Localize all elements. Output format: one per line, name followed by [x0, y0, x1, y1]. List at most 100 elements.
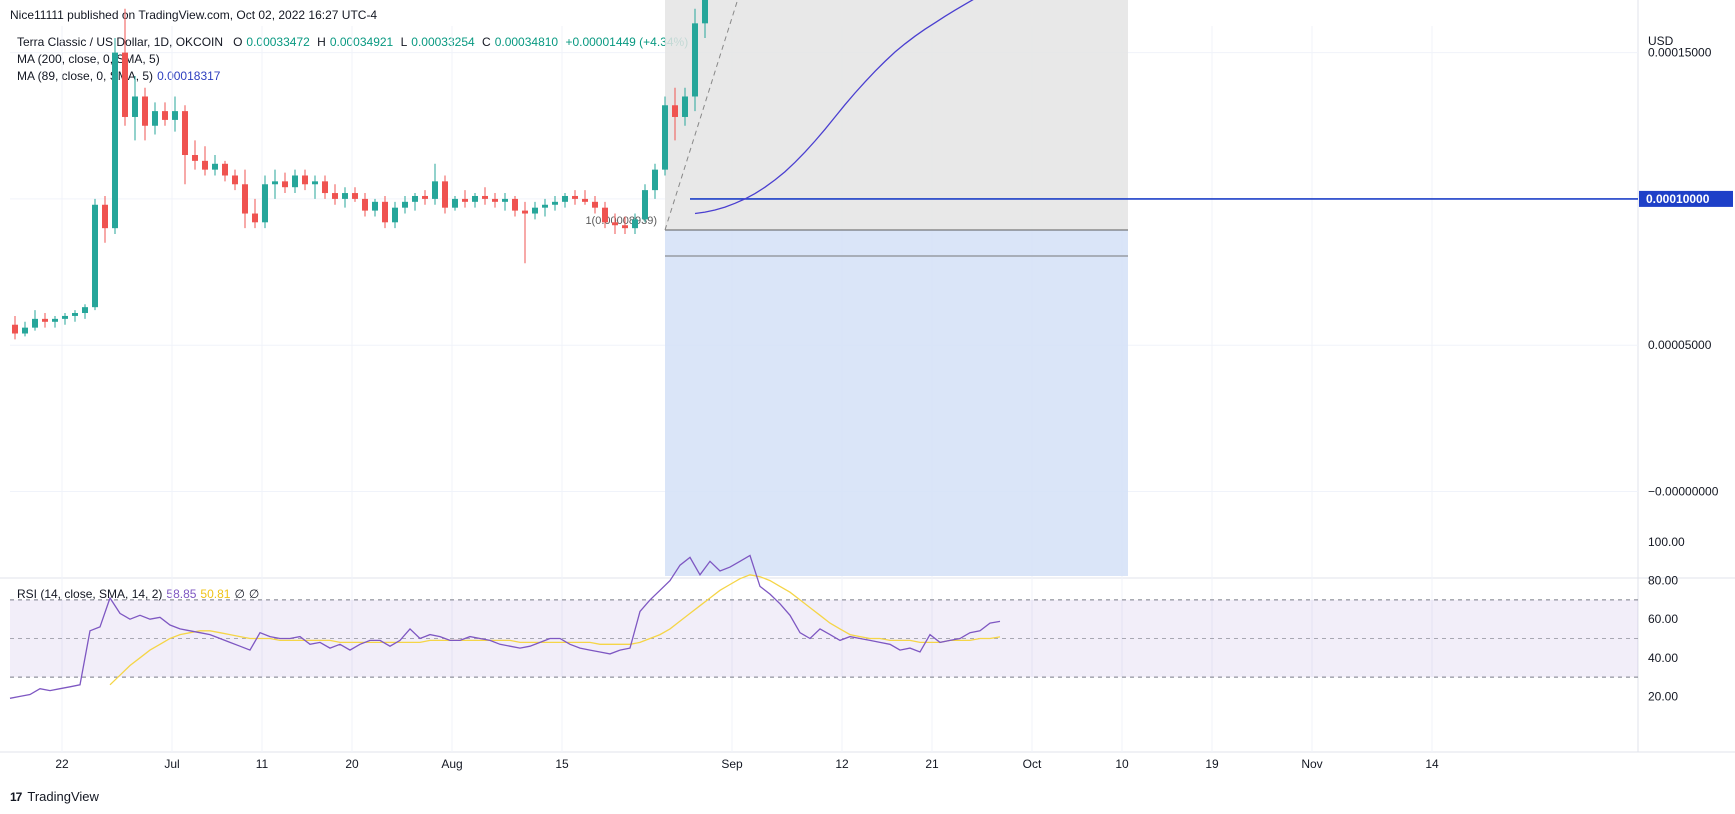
- candle-body: [52, 318, 58, 322]
- time-tick-label: 11: [256, 757, 269, 771]
- brand-name: TradingView: [27, 789, 99, 804]
- candle-body: [532, 207, 538, 214]
- price-tick-label: 0.00015000: [1648, 46, 1712, 60]
- candle-body: [292, 175, 298, 188]
- candle-body: [332, 193, 338, 199]
- chart-canvas[interactable]: 0.000650000.000600000.000550000.00050000…: [0, 0, 1735, 790]
- publish-info: Nice11111 published on TradingView.com, …: [10, 8, 378, 22]
- candle-body: [212, 163, 218, 170]
- candle-body: [632, 219, 638, 229]
- rsi-legend: RSI (14, close, SMA, 14, 2) 58.85 50.81 ∅ ∅: [17, 587, 259, 601]
- high-value: 0.00034921: [329, 35, 394, 49]
- candle-body: [652, 169, 658, 191]
- candle-body: [622, 225, 628, 229]
- candle-body: [122, 52, 128, 117]
- candle-body: [422, 195, 428, 199]
- candle-body: [102, 204, 108, 229]
- rsi-tick-label: 20.00: [1648, 689, 1678, 703]
- time-tick-label: 20: [345, 757, 359, 771]
- time-tick-label: 21: [925, 757, 939, 771]
- low-key: L: [400, 35, 408, 49]
- candle-body: [272, 181, 278, 185]
- rsi-ma-line: [109, 574, 1001, 686]
- rsi-label: RSI (14, close, SMA, 14, 2): [17, 587, 163, 601]
- candle-body: [202, 160, 208, 170]
- change-value: +0.00001449 (+4.34%): [565, 35, 689, 49]
- candle-body: [682, 96, 688, 117]
- candle-body: [222, 163, 228, 176]
- candle-body: [462, 198, 468, 202]
- candle-body: [162, 111, 168, 120]
- ma89-legend: MA (89, close, 0, SMA, 5) 0.00018317: [17, 69, 220, 83]
- close-value: 0.00034810: [494, 35, 559, 49]
- candle-body: [42, 318, 48, 322]
- time-tick-label: Aug: [441, 757, 462, 771]
- rsi-tick-label: 60.00: [1648, 612, 1678, 626]
- candle-body: [382, 201, 388, 223]
- candle-body: [672, 105, 678, 117]
- time-tick-label: Oct: [1023, 757, 1042, 771]
- rsi-tick-label: 40.00: [1648, 651, 1678, 665]
- candle-body: [182, 111, 188, 156]
- time-tick-label: Sep: [721, 757, 743, 771]
- time-tick-label: Nov: [1301, 757, 1322, 771]
- time-tick-label: 10: [1115, 757, 1129, 771]
- candle-body: [282, 181, 288, 188]
- candle-body: [692, 23, 698, 97]
- rsi-empty-1: ∅: [234, 587, 245, 601]
- candle-body: [82, 307, 88, 314]
- price-level-label-bg: [1639, 190, 1733, 207]
- rsi-tick-label: 100.00: [1648, 535, 1685, 549]
- candle-body: [482, 195, 488, 199]
- candle-body: [242, 184, 248, 214]
- time-tick-label: 14: [1425, 757, 1439, 771]
- candle-body: [552, 201, 558, 205]
- candle-body: [262, 184, 268, 223]
- candle-body: [432, 181, 438, 199]
- candle-body: [312, 181, 318, 185]
- candle-body: [172, 111, 178, 120]
- time-tick-label: 22: [55, 757, 69, 771]
- rsi-tick-label: 80.00: [1648, 574, 1678, 588]
- candle-body: [342, 193, 348, 199]
- currency-label: USD: [1648, 34, 1674, 48]
- candle-body: [512, 198, 518, 211]
- time-tick-label: 15: [555, 757, 569, 771]
- candle-body: [412, 195, 418, 202]
- candle-body: [22, 327, 28, 334]
- candle-body: [322, 181, 328, 194]
- candle-body: [192, 155, 198, 161]
- candle-body: [152, 111, 158, 126]
- candle-body: [662, 105, 668, 170]
- candle-body: [472, 195, 478, 202]
- candle-body: [502, 198, 508, 202]
- candle-body: [542, 204, 548, 208]
- candle-body: [12, 324, 18, 334]
- price-tick-label: −0.00000000: [1648, 485, 1719, 499]
- candle-body: [252, 213, 258, 223]
- candle-body: [302, 175, 308, 185]
- candle-body: [582, 198, 588, 202]
- candle-body: [452, 198, 458, 208]
- candle-body: [142, 96, 148, 126]
- price-tick-label: 0.00005000: [1648, 338, 1712, 352]
- candle-body: [352, 193, 358, 199]
- price-level-label: 0.00010000: [1646, 192, 1710, 206]
- candle-body: [232, 175, 238, 185]
- candle-body: [702, 0, 708, 24]
- candle-body: [62, 315, 68, 319]
- candle-body: [602, 207, 608, 223]
- candle-body: [92, 204, 98, 308]
- candle-body: [392, 207, 398, 223]
- candle-body: [492, 198, 498, 202]
- rsi-ma-value: 50.81: [200, 587, 231, 601]
- candle-body: [112, 52, 118, 229]
- ma89-label: MA (89, close, 0, SMA, 5): [17, 69, 154, 83]
- candle-body: [522, 210, 528, 214]
- fib-zone: [665, 229, 1128, 576]
- time-tick-label: 19: [1205, 757, 1219, 771]
- candle-body: [442, 181, 448, 208]
- time-tick-label: 12: [835, 757, 849, 771]
- ma89-line: [694, 0, 974, 215]
- rsi-line: [9, 554, 1001, 699]
